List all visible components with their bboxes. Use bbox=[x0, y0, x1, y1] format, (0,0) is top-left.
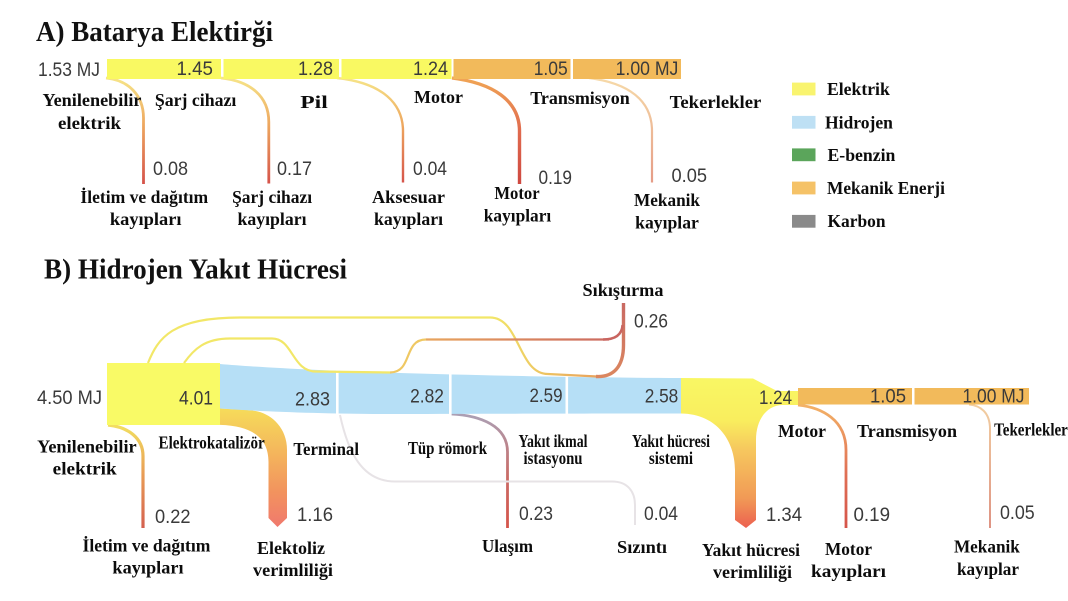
svg-text:verimliliği: verimliliği bbox=[713, 562, 792, 582]
svg-text:kayıplar: kayıplar bbox=[957, 559, 1019, 579]
svg-text:elektrik: elektrik bbox=[53, 459, 117, 479]
svg-text:0.17: 0.17 bbox=[277, 158, 312, 180]
svg-text:Motor: Motor bbox=[494, 183, 539, 203]
svg-text:elektrik: elektrik bbox=[58, 113, 121, 133]
svg-text:1.05: 1.05 bbox=[870, 386, 906, 408]
svg-text:0.23: 0.23 bbox=[519, 503, 553, 525]
svg-text:Motor: Motor bbox=[414, 87, 463, 107]
svg-text:0.05: 0.05 bbox=[1000, 502, 1035, 524]
svg-text:E-benzin: E-benzin bbox=[828, 145, 896, 165]
svg-text:0.04: 0.04 bbox=[413, 158, 447, 180]
svg-text:Elektrik: Elektrik bbox=[827, 79, 890, 99]
svg-text:kayıpları: kayıpları bbox=[112, 558, 183, 578]
svg-text:Elektrokatalizör: Elektrokatalizör bbox=[159, 433, 265, 453]
svg-text:Mekanik Enerji: Mekanik Enerji bbox=[827, 178, 945, 198]
svg-text:Tüp römork: Tüp römork bbox=[408, 438, 487, 458]
svg-text:Elektoliz: Elektoliz bbox=[257, 538, 325, 558]
svg-text:1.34: 1.34 bbox=[766, 504, 802, 526]
svg-text:0.22: 0.22 bbox=[155, 506, 191, 528]
svg-text:Transmisyon: Transmisyon bbox=[530, 88, 630, 108]
svg-text:Şarj cihazı: Şarj cihazı bbox=[155, 90, 237, 110]
svg-text:Karbon: Karbon bbox=[828, 211, 886, 231]
svg-text:kayıpları: kayıpları bbox=[811, 561, 886, 581]
svg-text:2.83: 2.83 bbox=[295, 389, 330, 411]
svg-text:kayıpları: kayıpları bbox=[238, 209, 307, 229]
svg-text:Şarj cihazı: Şarj cihazı bbox=[232, 187, 312, 207]
svg-text:Yenilenebilir: Yenilenebilir bbox=[37, 437, 137, 457]
svg-text:İletim ve dağıtım: İletim ve dağıtım bbox=[80, 187, 208, 207]
svg-text:Hidrojen: Hidrojen bbox=[825, 113, 893, 133]
svg-text:Transmisyon: Transmisyon bbox=[857, 421, 957, 441]
svg-text:Terminal: Terminal bbox=[293, 439, 359, 459]
svg-text:0.05: 0.05 bbox=[672, 165, 708, 187]
svg-text:0.08: 0.08 bbox=[153, 158, 188, 180]
svg-text:B) Hidrojen Yakıt Hücresi: B) Hidrojen Yakıt Hücresi bbox=[44, 254, 347, 286]
svg-text:2.82: 2.82 bbox=[410, 386, 444, 408]
svg-text:1.24: 1.24 bbox=[413, 58, 448, 80]
svg-text:1.45: 1.45 bbox=[176, 58, 213, 80]
svg-text:Yakıt hücresi: Yakıt hücresi bbox=[702, 540, 800, 560]
svg-text:1.05: 1.05 bbox=[534, 58, 568, 80]
svg-text:Yakıt ikmal: Yakıt ikmal bbox=[519, 431, 588, 451]
svg-text:kayıplar: kayıplar bbox=[635, 213, 699, 233]
svg-text:A) Batarya Elektirği: A) Batarya Elektirği bbox=[36, 16, 273, 48]
svg-text:1.00 MJ: 1.00 MJ bbox=[962, 386, 1024, 408]
svg-text:Mekanik: Mekanik bbox=[954, 537, 1020, 557]
svg-text:0.26: 0.26 bbox=[634, 311, 668, 333]
svg-text:Motor: Motor bbox=[825, 539, 872, 559]
svg-text:kayıpları: kayıpları bbox=[110, 209, 182, 229]
svg-text:Tekerlekler: Tekerlekler bbox=[994, 420, 1068, 440]
svg-text:Pil: Pil bbox=[300, 92, 328, 112]
svg-text:kayıpları: kayıpları bbox=[484, 206, 551, 226]
svg-text:Motor: Motor bbox=[778, 421, 826, 441]
svg-text:1.16: 1.16 bbox=[297, 504, 333, 526]
svg-text:Tekerlekler: Tekerlekler bbox=[670, 92, 762, 112]
svg-text:Yakıt hücresi: Yakıt hücresi bbox=[632, 431, 710, 451]
svg-text:Mekanik: Mekanik bbox=[634, 190, 700, 210]
svg-text:sistemi: sistemi bbox=[649, 448, 693, 468]
svg-text:Aksesuar: Aksesuar bbox=[372, 187, 445, 207]
svg-text:Sıkıştırma: Sıkıştırma bbox=[583, 280, 664, 300]
svg-text:Sızıntı: Sızıntı bbox=[617, 537, 667, 557]
svg-text:Yenilenebilir: Yenilenebilir bbox=[43, 90, 142, 110]
svg-text:İletim ve dağıtım: İletim ve dağıtım bbox=[83, 536, 211, 556]
svg-text:4.01: 4.01 bbox=[179, 388, 213, 410]
svg-text:1.00 MJ: 1.00 MJ bbox=[616, 58, 679, 80]
svg-text:2.58: 2.58 bbox=[645, 386, 679, 408]
svg-text:4.50 MJ: 4.50 MJ bbox=[37, 387, 102, 409]
svg-text:1.53 MJ: 1.53 MJ bbox=[38, 59, 100, 81]
svg-text:0.04: 0.04 bbox=[644, 503, 678, 525]
svg-text:verimliliği: verimliliği bbox=[253, 560, 333, 580]
svg-text:kayıpları: kayıpları bbox=[374, 209, 443, 229]
svg-text:Ulaşım: Ulaşım bbox=[482, 536, 533, 556]
svg-text:0.19: 0.19 bbox=[539, 167, 573, 189]
svg-text:1.24: 1.24 bbox=[759, 387, 792, 409]
svg-text:2.59: 2.59 bbox=[530, 385, 563, 407]
svg-text:istasyonu: istasyonu bbox=[524, 448, 583, 468]
svg-text:0.19: 0.19 bbox=[854, 504, 891, 526]
svg-text:1.28: 1.28 bbox=[298, 58, 333, 80]
